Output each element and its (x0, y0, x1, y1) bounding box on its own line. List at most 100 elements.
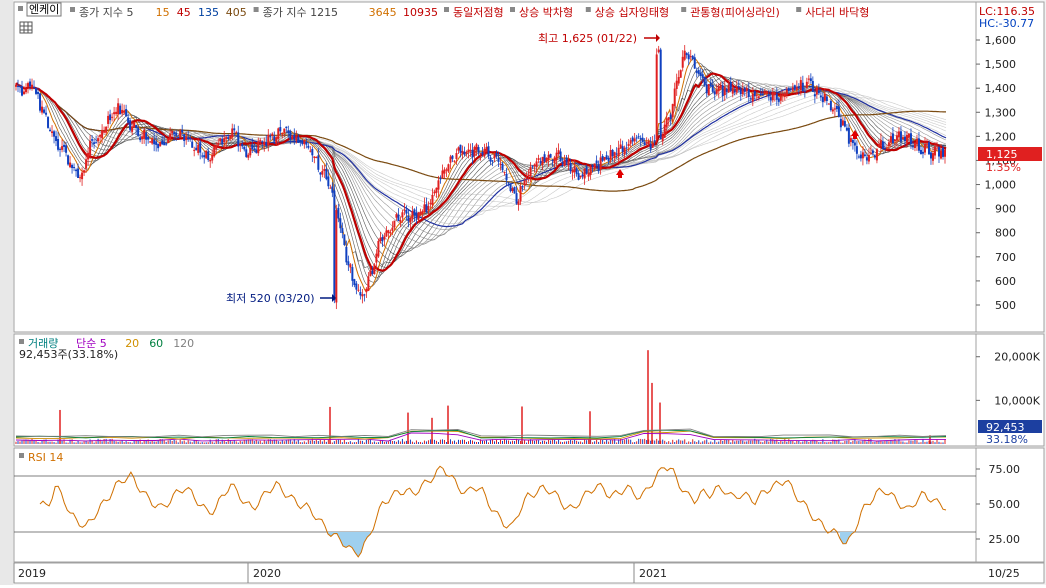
table-icon[interactable] (19, 21, 33, 34)
candle-body (125, 109, 128, 117)
candle-body (289, 130, 292, 140)
candle-body (869, 152, 872, 154)
candle-body (937, 147, 940, 157)
candle-body (189, 137, 192, 140)
candle-body (679, 70, 682, 78)
candle-body (183, 134, 186, 142)
candle-body (723, 87, 726, 96)
candle-body (19, 86, 22, 88)
stock-name-box[interactable] (26, 2, 62, 17)
candle-body (331, 186, 334, 193)
rsi-tick-label-1: 50.00 (989, 498, 1021, 511)
candle-body (323, 168, 326, 171)
candle-body (699, 72, 702, 77)
legend-item-11: 관통형(피어싱라인) (690, 6, 780, 19)
candle-body (157, 143, 160, 149)
left-strip (0, 0, 13, 585)
candle-body (911, 146, 914, 148)
low-label: 최저 520 (03/20) (226, 292, 315, 305)
volume-legend-name: 거래량 (28, 337, 58, 350)
candle-body (527, 174, 530, 177)
candle-body (533, 164, 536, 167)
candle-body (321, 170, 324, 175)
candle-body (207, 151, 210, 160)
candle-body (725, 88, 728, 93)
current-price-label: 1,125 (986, 148, 1018, 161)
candle-body (813, 94, 816, 97)
candle-body (565, 157, 568, 163)
candle-body (773, 92, 776, 95)
candle-body (623, 147, 626, 155)
candle-body (855, 146, 858, 154)
candle-body (55, 136, 58, 142)
candle-body (811, 81, 814, 92)
candle-body (535, 161, 538, 168)
rsi-axis-area (975, 447, 1045, 563)
candle-body (317, 155, 320, 170)
candle-body (867, 154, 870, 162)
candle-body (459, 144, 462, 153)
candle-body (625, 147, 628, 149)
candle-body (25, 89, 28, 93)
candle-body (211, 154, 214, 161)
candle-body (657, 49, 660, 53)
candle-body (375, 253, 378, 263)
candle-body (737, 85, 740, 88)
candle-body (817, 90, 820, 94)
candle-body (439, 178, 442, 180)
candle-body (589, 166, 592, 175)
candle-body (577, 173, 580, 180)
candle-body (843, 121, 846, 127)
candle-body (79, 177, 82, 179)
candle-body (917, 138, 920, 151)
rsi-panel (13, 447, 977, 563)
candle-body (311, 148, 314, 156)
candle-body (37, 91, 40, 94)
price-tick-label-8: 1,300 (985, 106, 1017, 119)
candle-body (43, 109, 46, 113)
x-label-2019: 2019 (18, 567, 46, 580)
candle-body (69, 162, 72, 168)
candle-body (703, 77, 706, 86)
candle-body (647, 141, 650, 145)
candle-body (301, 140, 304, 145)
candle-body (779, 95, 782, 101)
candle-body (355, 283, 358, 290)
candle-body (669, 114, 672, 120)
candle-body (177, 136, 180, 138)
candle-body (131, 126, 134, 132)
candle-body (573, 166, 576, 173)
volume-legend-item-2: 60 (149, 337, 163, 350)
price-tick-label-2: 700 (995, 251, 1016, 264)
candle-body (175, 133, 178, 136)
candle-body (925, 143, 928, 145)
candle-body (477, 147, 480, 153)
candle-body (399, 219, 402, 223)
candle-body (733, 90, 736, 93)
candle-body (687, 54, 690, 60)
candle-body (557, 150, 560, 154)
volume-ma-0 (15, 432, 947, 442)
candle-body (471, 149, 474, 158)
candle-body (59, 148, 62, 150)
candle-body (875, 149, 878, 161)
candle-body (137, 127, 140, 136)
candle-body (29, 81, 32, 87)
candle-body (941, 147, 944, 157)
candle-body (231, 128, 234, 138)
candle-body (391, 227, 394, 231)
price-tick-label-4: 900 (995, 203, 1016, 216)
candle-body (87, 152, 90, 160)
candle-body (61, 146, 64, 150)
candle-body (665, 118, 668, 128)
volume-current-box (978, 420, 1042, 433)
candle-body (377, 240, 380, 257)
candle-body (309, 150, 312, 152)
candle-body (145, 132, 148, 140)
candle-body (159, 142, 162, 147)
candle-body (417, 212, 420, 220)
candle-body (775, 93, 778, 100)
candle-body (741, 89, 744, 95)
candle-body (329, 187, 332, 189)
candle-body (921, 151, 924, 154)
